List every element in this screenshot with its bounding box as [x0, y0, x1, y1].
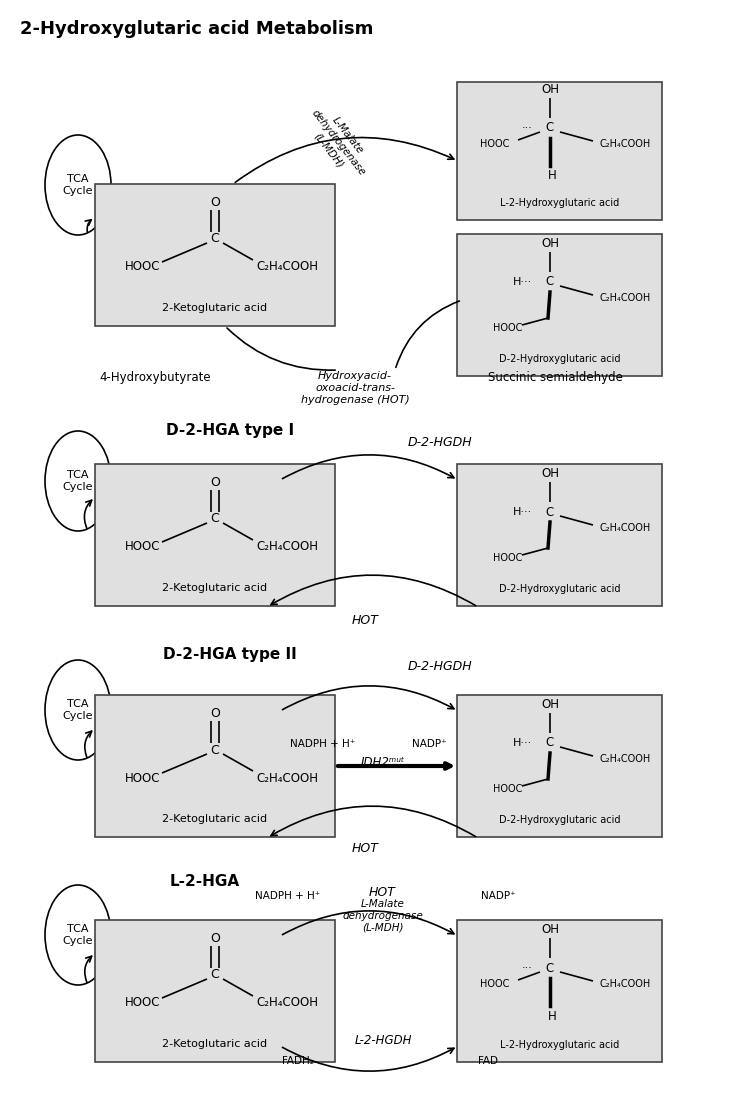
Text: C: C: [210, 233, 219, 246]
Text: D-2-HGA type I: D-2-HGA type I: [166, 423, 294, 438]
Text: H: H: [548, 1010, 556, 1022]
Text: 2-Ketoglutaric acid: 2-Ketoglutaric acid: [163, 814, 268, 824]
FancyBboxPatch shape: [458, 920, 662, 1062]
Text: NADP⁺: NADP⁺: [412, 739, 447, 749]
FancyBboxPatch shape: [95, 695, 335, 837]
Text: C: C: [546, 275, 554, 289]
Text: C₂H₄COOH: C₂H₄COOH: [599, 979, 651, 989]
Text: OH: OH: [541, 698, 559, 712]
Text: C₂H₄COOH: C₂H₄COOH: [256, 260, 318, 273]
Text: C: C: [546, 962, 554, 975]
FancyBboxPatch shape: [95, 184, 335, 326]
Text: OH: OH: [541, 83, 559, 96]
Text: FADH₂: FADH₂: [282, 1056, 314, 1066]
Text: OH: OH: [541, 467, 559, 480]
Text: IDH2ᵐᵘᵗ: IDH2ᵐᵘᵗ: [361, 755, 406, 768]
Text: C₂H₄COOH: C₂H₄COOH: [256, 997, 318, 1010]
Text: C₂H₄COOH: C₂H₄COOH: [256, 772, 318, 785]
FancyBboxPatch shape: [95, 920, 335, 1062]
Text: HOOC: HOOC: [493, 784, 523, 794]
Text: HOT: HOT: [369, 885, 395, 898]
Text: C₂H₄COOH: C₂H₄COOH: [599, 293, 651, 303]
Text: L-Malate
dehydrogenase
(L-MDH): L-Malate dehydrogenase (L-MDH): [343, 900, 423, 932]
Text: O: O: [210, 196, 220, 209]
Text: C₂H₄COOH: C₂H₄COOH: [599, 754, 651, 764]
Text: TCA
Cycle: TCA Cycle: [63, 700, 93, 720]
FancyBboxPatch shape: [458, 465, 662, 606]
Text: 2-Ketoglutaric acid: 2-Ketoglutaric acid: [163, 303, 268, 313]
Text: 2-Hydroxyglutaric acid Metabolism: 2-Hydroxyglutaric acid Metabolism: [20, 20, 373, 38]
Ellipse shape: [45, 885, 111, 985]
Text: C: C: [546, 737, 554, 750]
Ellipse shape: [45, 660, 111, 760]
FancyBboxPatch shape: [458, 82, 662, 220]
Text: C: C: [210, 968, 219, 982]
Text: C: C: [546, 121, 554, 134]
Text: H···: H···: [513, 277, 532, 287]
Ellipse shape: [45, 431, 111, 531]
Text: HOOC: HOOC: [125, 260, 160, 273]
Ellipse shape: [45, 136, 111, 235]
FancyBboxPatch shape: [458, 695, 662, 837]
Text: D-2-HGDH: D-2-HGDH: [408, 436, 473, 449]
Text: C: C: [210, 743, 219, 756]
Text: D-2-Hydroxyglutaric acid: D-2-Hydroxyglutaric acid: [499, 815, 620, 825]
FancyBboxPatch shape: [458, 234, 662, 376]
Text: HOOC: HOOC: [493, 324, 523, 333]
Text: L-2-HGDH: L-2-HGDH: [354, 1034, 411, 1047]
Text: 2-Ketoglutaric acid: 2-Ketoglutaric acid: [163, 1039, 268, 1049]
Text: TCA
Cycle: TCA Cycle: [63, 925, 93, 945]
Text: Hydroxyacid-
oxoacid-trans-
hydrogenase (HOT): Hydroxyacid- oxoacid-trans- hydrogenase …: [300, 372, 409, 404]
Text: L-2-HGA: L-2-HGA: [170, 873, 240, 889]
Text: HOOC: HOOC: [481, 979, 510, 989]
Text: O: O: [210, 475, 220, 489]
Text: ···: ···: [522, 124, 533, 133]
Text: HOT: HOT: [352, 843, 378, 856]
Text: HOOC: HOOC: [493, 553, 523, 563]
Text: OH: OH: [541, 237, 559, 250]
Text: Succinic semialdehyde: Succinic semialdehyde: [487, 372, 623, 385]
Text: TCA
Cycle: TCA Cycle: [63, 470, 93, 492]
Text: NADP⁺: NADP⁺: [481, 891, 515, 901]
Text: O: O: [210, 932, 220, 945]
Text: D-2-HGA type II: D-2-HGA type II: [163, 647, 297, 662]
FancyBboxPatch shape: [95, 465, 335, 606]
Text: L-2-Hydroxyglutaric acid: L-2-Hydroxyglutaric acid: [500, 1041, 620, 1050]
Text: D-2-Hydroxyglutaric acid: D-2-Hydroxyglutaric acid: [499, 584, 620, 593]
Text: HOOC: HOOC: [125, 997, 160, 1010]
Text: C₂H₄COOH: C₂H₄COOH: [256, 541, 318, 553]
Text: HOOC: HOOC: [125, 772, 160, 785]
Text: FAD: FAD: [478, 1056, 498, 1066]
Text: O: O: [210, 707, 220, 720]
Text: ···: ···: [522, 963, 533, 973]
Text: L-2-Hydroxyglutaric acid: L-2-Hydroxyglutaric acid: [500, 198, 620, 208]
Text: HOOC: HOOC: [125, 541, 160, 553]
Text: D-2-Hydroxyglutaric acid: D-2-Hydroxyglutaric acid: [499, 354, 620, 364]
Text: L-Malate
dehydrogenase
(L-MDH): L-Malate dehydrogenase (L-MDH): [300, 101, 376, 185]
Text: 2-Ketoglutaric acid: 2-Ketoglutaric acid: [163, 583, 268, 593]
Text: C₂H₄COOH: C₂H₄COOH: [599, 522, 651, 533]
Text: C: C: [210, 513, 219, 526]
Text: NADPH + H⁺: NADPH + H⁺: [255, 891, 321, 901]
Text: HOOC: HOOC: [481, 139, 510, 149]
Text: TCA
Cycle: TCA Cycle: [63, 174, 93, 196]
Text: HOT: HOT: [352, 614, 378, 627]
Text: H···: H···: [513, 738, 532, 748]
Text: NADPH + H⁺: NADPH + H⁺: [290, 739, 355, 749]
Text: OH: OH: [541, 922, 559, 936]
Text: H···: H···: [513, 507, 532, 517]
Text: C₂H₄COOH: C₂H₄COOH: [599, 139, 651, 149]
Text: 4-Hydroxybutyrate: 4-Hydroxybutyrate: [99, 372, 210, 385]
Text: C: C: [546, 505, 554, 518]
Text: H: H: [548, 169, 556, 183]
Text: D-2-HGDH: D-2-HGDH: [408, 660, 473, 673]
